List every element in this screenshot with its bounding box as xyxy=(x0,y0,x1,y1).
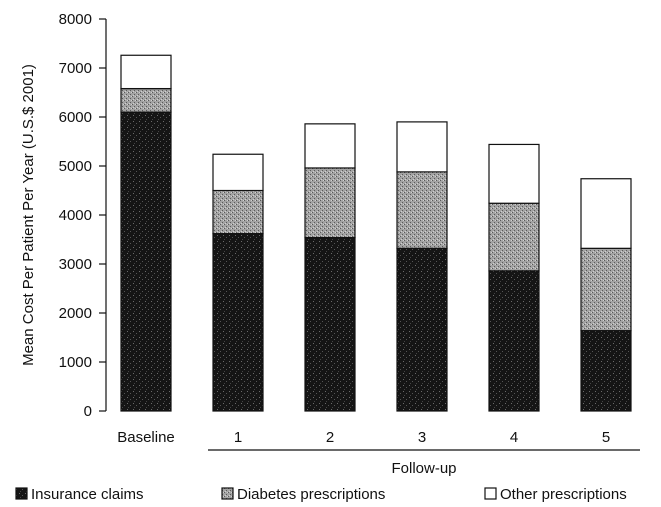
y-tick-label: 0 xyxy=(84,403,92,420)
bar-segment-insurance-claims xyxy=(304,236,356,412)
y-tick-label: 6000 xyxy=(59,109,92,126)
bar-segment-diabetes-prescriptions xyxy=(580,247,632,332)
bar-segment-other-prescriptions xyxy=(488,143,540,204)
legend-label: Diabetes prescriptions xyxy=(237,486,385,503)
bar-segment-diabetes-prescriptions xyxy=(304,167,356,239)
legend-swatch xyxy=(484,487,497,500)
y-tick-label: 5000 xyxy=(59,158,92,175)
bar-segment-other-prescriptions xyxy=(120,54,172,90)
x-tick-label: 5 xyxy=(602,429,610,446)
legend-label: Insurance claims xyxy=(31,486,144,503)
y-tick-label: 3000 xyxy=(59,256,92,273)
bar-segment-insurance-claims xyxy=(120,111,172,412)
follow-up-label: Follow-up xyxy=(391,460,456,477)
bar-segment-insurance-claims xyxy=(488,270,540,412)
legend-swatch xyxy=(15,487,28,500)
bar-segment-diabetes-prescriptions xyxy=(488,202,540,272)
bar-segment-diabetes-prescriptions xyxy=(212,189,264,235)
y-tick-label: 2000 xyxy=(59,305,92,322)
bars-group xyxy=(120,54,632,412)
y-axis-title: Mean Cost Per Patient Per Year (U.S.$ 20… xyxy=(20,64,37,366)
x-tick-label: 4 xyxy=(510,429,518,446)
x-axis-labels: Baseline 1 2 3 4 5 xyxy=(117,429,610,446)
bar-segment-diabetes-prescriptions xyxy=(120,87,172,113)
legend-label: Other prescriptions xyxy=(500,486,627,503)
x-tick-label: 2 xyxy=(326,429,334,446)
bar-segment-insurance-claims xyxy=(580,330,632,412)
legend-swatch xyxy=(221,487,234,500)
y-tick-label: 8000 xyxy=(59,11,92,28)
y-tick-label: 4000 xyxy=(59,207,92,224)
bar-segment-other-prescriptions xyxy=(304,123,356,169)
x-tick-label: 1 xyxy=(234,429,242,446)
legend: Insurance claims Diabetes prescriptions Ot… xyxy=(15,486,627,503)
bar-segment-other-prescriptions xyxy=(580,178,632,249)
y-tick-label: 7000 xyxy=(59,60,92,77)
bar-segment-insurance-claims xyxy=(212,233,264,412)
y-tick-label: 1000 xyxy=(59,354,92,371)
bar-segment-other-prescriptions xyxy=(212,153,264,192)
y-axis-ticks: 0 1000 2000 3000 4000 5000 6000 7000 8000 xyxy=(59,11,106,420)
x-tick-label: 3 xyxy=(418,429,426,446)
x-tick-label: Baseline xyxy=(117,429,175,446)
bar-segment-other-prescriptions xyxy=(396,121,448,173)
bar-segment-insurance-claims xyxy=(396,247,448,412)
bar-segment-diabetes-prescriptions xyxy=(396,171,448,249)
